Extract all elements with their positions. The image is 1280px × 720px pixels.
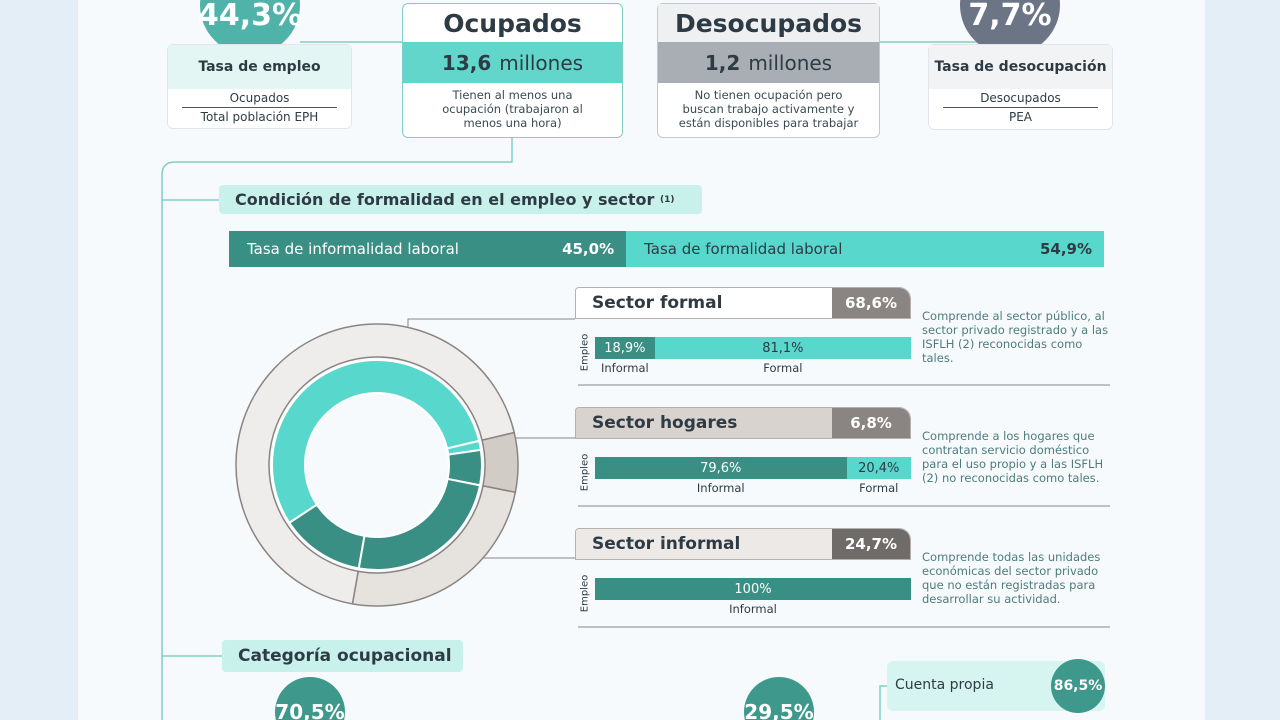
- sector-name: Sector formal: [576, 288, 832, 318]
- value: 13,6: [441, 50, 492, 75]
- note: (1): [659, 194, 675, 205]
- axis-label: Empleo: [579, 453, 591, 492]
- sector-value: 68,6%: [832, 288, 910, 318]
- description: No tienen ocupación pero buscan trabajo …: [678, 88, 859, 130]
- section-title: Condición de formalidad en el empleo y s…: [219, 185, 702, 214]
- split-name: Formal: [859, 481, 899, 495]
- axis-label: Empleo: [579, 574, 591, 613]
- sector-description: Comprende todas las unidades económicas …: [922, 550, 1101, 606]
- split-labels: Informal: [595, 602, 911, 616]
- title: Condición de formalidad en el empleo y s…: [235, 190, 655, 209]
- donut-sector: [235, 323, 516, 605]
- denominator: PEA: [1008, 110, 1033, 124]
- category-share: 70,5%: [275, 677, 345, 720]
- unemployed-card: Desocupados 1,2 millones No tienen ocupac…: [657, 3, 880, 138]
- label: Cuenta propia: [895, 677, 994, 693]
- unemployment-card: Tasa de desocupación Desocupados PEA: [928, 44, 1113, 130]
- sector-description: Comprende a los hogares que contratan se…: [922, 429, 1104, 485]
- employment-card: Tasa de empleo Ocupados Total población …: [167, 44, 352, 129]
- sector-value: 24,7%: [832, 529, 910, 559]
- numerator: Ocupados: [182, 89, 337, 108]
- employed-card: Ocupados 13,6 millones Tienen al menos un…: [402, 3, 623, 138]
- donut-split: [271, 359, 481, 525]
- value-band: 13,6 millones: [403, 42, 622, 83]
- split-bar: 79,6% 20,4%: [595, 457, 911, 479]
- axis-label: Empleo: [579, 333, 591, 372]
- card-title: Ocupados: [443, 8, 582, 38]
- split-labels: Informal Formal: [595, 481, 911, 495]
- split-name: Formal: [763, 361, 803, 375]
- rate-name: Tasa de formalidad laboral: [644, 240, 843, 258]
- split-labels: Informal Formal: [595, 361, 911, 375]
- value: 1,2: [704, 50, 741, 75]
- sector-header: Sector formal 68,6%: [575, 287, 911, 319]
- donut-sector: [351, 485, 517, 607]
- sector-name: Sector informal: [576, 529, 832, 559]
- self-employed: Cuenta propia 86,5%: [887, 659, 1105, 713]
- rate-segment: Tasa de formalidad laboral 54,9%: [626, 231, 1104, 267]
- sector-value: 6,8%: [832, 408, 910, 438]
- sector-header: Sector hogares 6,8%: [575, 407, 911, 439]
- split-bar: 100%: [595, 578, 911, 600]
- split-name: Informal: [600, 361, 649, 375]
- split-bar: 18,9% 81,1%: [595, 337, 911, 359]
- donut-sector: [481, 431, 519, 494]
- card-title: Tasa de empleo: [168, 45, 351, 89]
- split-segment: 20,4%: [846, 457, 911, 479]
- card-title: Desocupados: [658, 4, 879, 42]
- split-segment: 81,1%: [654, 337, 911, 359]
- denominator: Total población EPH: [200, 110, 319, 124]
- rate-value: 45,0%: [562, 240, 615, 258]
- split-segment: 100%: [595, 578, 911, 600]
- section-title: Categoría ocupacional: [222, 640, 463, 672]
- card-title: Tasa de desocupación: [929, 45, 1112, 89]
- rate-segment: Tasa de informalidad laboral 45,0%: [229, 231, 627, 267]
- description: Tienen al menos una ocupación (trabajaro…: [442, 88, 583, 130]
- formality-bar: Tasa de informalidad laboral 45,0% Tasa de…: [229, 231, 1104, 267]
- rate-value: 54,9%: [1039, 240, 1092, 258]
- unit: millones: [748, 50, 833, 75]
- value-band: 1,2 millones: [658, 42, 879, 83]
- numerator: Desocupados: [943, 89, 1098, 108]
- split-name: Informal: [696, 481, 745, 495]
- split-segment: 79,6%: [595, 457, 847, 479]
- donut-split: [357, 477, 482, 571]
- split-name: Informal: [729, 602, 777, 616]
- rate-name: Tasa de informalidad laboral: [247, 240, 459, 258]
- split-segment: 18,9%: [595, 337, 655, 359]
- sector-header: Sector informal 24,7%: [575, 528, 911, 560]
- value: 86,5%: [1051, 659, 1105, 713]
- sector-description: Comprende al sector público, al sector p…: [922, 309, 1109, 365]
- sector-name: Sector hogares: [576, 408, 832, 438]
- unit: millones: [499, 50, 584, 75]
